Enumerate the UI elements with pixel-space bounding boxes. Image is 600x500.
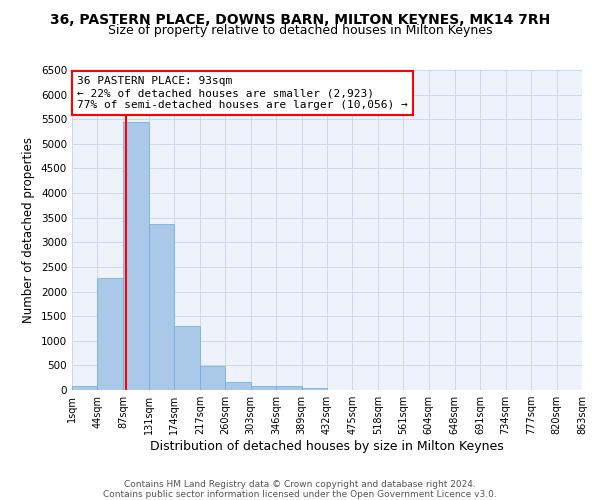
- Bar: [97, 278, 123, 390]
- Bar: [225, 382, 251, 390]
- Text: 36 PASTERN PLACE: 93sqm
← 22% of detached houses are smaller (2,923)
77% of semi: 36 PASTERN PLACE: 93sqm ← 22% of detache…: [77, 76, 408, 110]
- Y-axis label: Number of detached properties: Number of detached properties: [22, 137, 35, 323]
- Text: Size of property relative to detached houses in Milton Keynes: Size of property relative to detached ho…: [108, 24, 492, 37]
- Bar: [302, 388, 327, 390]
- Text: Contains HM Land Registry data © Crown copyright and database right 2024.
Contai: Contains HM Land Registry data © Crown c…: [103, 480, 497, 499]
- Bar: [175, 326, 200, 390]
- Bar: [72, 386, 97, 390]
- Bar: [123, 122, 149, 390]
- Bar: [251, 386, 276, 390]
- X-axis label: Distribution of detached houses by size in Milton Keynes: Distribution of detached houses by size …: [150, 440, 504, 453]
- Bar: [200, 366, 225, 390]
- Bar: [149, 224, 175, 390]
- Bar: [276, 386, 302, 390]
- Text: 36, PASTERN PLACE, DOWNS BARN, MILTON KEYNES, MK14 7RH: 36, PASTERN PLACE, DOWNS BARN, MILTON KE…: [50, 12, 550, 26]
